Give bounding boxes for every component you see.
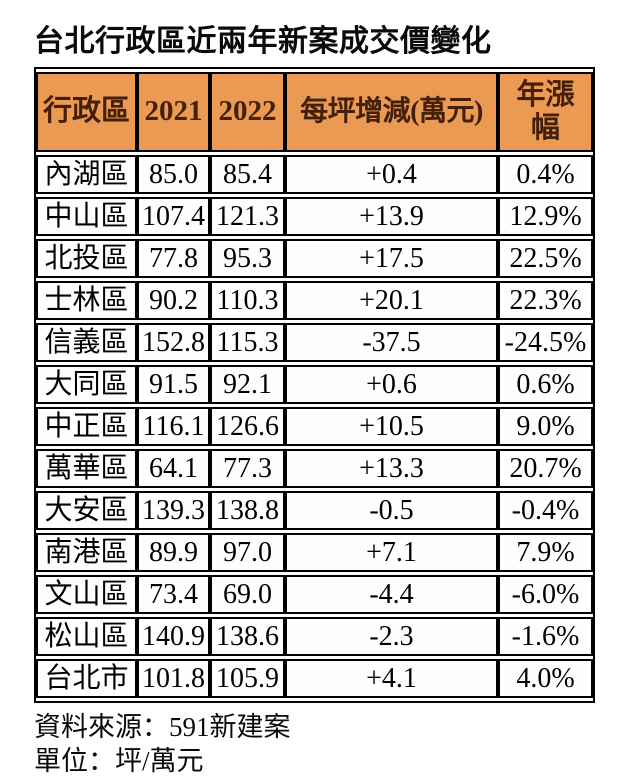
cell-price-2021: 139.3 xyxy=(137,491,210,530)
source-note: 資料來源：591新建案 xyxy=(34,712,291,742)
cell-yoy-change: -24.5% xyxy=(498,323,593,362)
cell-price-2022: 121.3 xyxy=(210,197,285,236)
cell-price-2022: 105.9 xyxy=(210,659,285,698)
cell-yoy-change: 0.6% xyxy=(498,365,593,404)
table-row: 中正區 116.1 126.6 +10.5 9.0% xyxy=(36,407,593,446)
cell-change-per-ping: +13.3 xyxy=(285,449,498,488)
cell-change-per-ping: +7.1 xyxy=(285,533,498,572)
table-row: 大安區 139.3 138.8 -0.5 -0.4% xyxy=(36,491,593,530)
cell-price-2021: 107.4 xyxy=(137,197,210,236)
cell-yoy-change: 4.0% xyxy=(498,659,593,698)
cell-price-2021: 89.9 xyxy=(137,533,210,572)
cell-district: 中正區 xyxy=(36,407,137,446)
cell-price-2021: 90.2 xyxy=(137,281,210,320)
table-row: 士林區 90.2 110.3 +20.1 22.3% xyxy=(36,281,593,320)
cell-change-per-ping: +4.1 xyxy=(285,659,498,698)
table-row: 內湖區 85.0 85.4 +0.4 0.4% xyxy=(36,155,593,194)
cell-district: 文山區 xyxy=(36,575,137,614)
cell-price-2022: 69.0 xyxy=(210,575,285,614)
cell-price-2021: 101.8 xyxy=(137,659,210,698)
cell-price-2022: 92.1 xyxy=(210,365,285,404)
cell-district: 中山區 xyxy=(36,197,137,236)
cell-district: 內湖區 xyxy=(36,155,137,194)
table-row: 北投區 77.8 95.3 +17.5 22.5% xyxy=(36,239,593,278)
cell-change-per-ping: +0.4 xyxy=(285,155,498,194)
cell-price-2021: 140.9 xyxy=(137,617,210,656)
unit-note: 單位：坪/萬元 xyxy=(34,746,204,776)
cell-price-2021: 152.8 xyxy=(137,323,210,362)
table-row: 文山區 73.4 69.0 -4.4 -6.0% xyxy=(36,575,593,614)
page-title: 台北行政區近兩年新案成交價變化 xyxy=(34,25,492,58)
column-header-change: 每坪增減(萬元) xyxy=(285,72,498,152)
cell-district: 大同區 xyxy=(36,365,137,404)
cell-price-2022: 110.3 xyxy=(210,281,285,320)
cell-change-per-ping: +17.5 xyxy=(285,239,498,278)
cell-yoy-change: 12.9% xyxy=(498,197,593,236)
cell-yoy-change: 7.9% xyxy=(498,533,593,572)
table-row: 南港區 89.9 97.0 +7.1 7.9% xyxy=(36,533,593,572)
price-table: 行政區 2021 2022 每坪增減(萬元) 年漲幅 內湖區 85.0 85.4 +0… xyxy=(34,67,595,703)
table-row: 大同區 91.5 92.1 +0.6 0.6% xyxy=(36,365,593,404)
cell-yoy-change: 9.0% xyxy=(498,407,593,446)
header-row: 行政區 2021 2022 每坪增減(萬元) 年漲幅 xyxy=(36,72,593,152)
table-row: 信義區 152.8 115.3 -37.5 -24.5% xyxy=(36,323,593,362)
cell-district: 松山區 xyxy=(36,617,137,656)
cell-change-per-ping: +20.1 xyxy=(285,281,498,320)
cell-price-2021: 64.1 xyxy=(137,449,210,488)
cell-price-2021: 77.8 xyxy=(137,239,210,278)
column-header-2022: 2022 xyxy=(210,72,285,152)
cell-change-per-ping: -2.3 xyxy=(285,617,498,656)
cell-yoy-change: -6.0% xyxy=(498,575,593,614)
cell-change-per-ping: -0.5 xyxy=(285,491,498,530)
cell-yoy-change: -1.6% xyxy=(498,617,593,656)
table-row: 台北市 101.8 105.9 +4.1 4.0% xyxy=(36,659,593,698)
cell-price-2022: 126.6 xyxy=(210,407,285,446)
column-header-district: 行政區 xyxy=(36,72,137,152)
cell-yoy-change: 22.5% xyxy=(498,239,593,278)
cell-price-2022: 97.0 xyxy=(210,533,285,572)
cell-change-per-ping: +0.6 xyxy=(285,365,498,404)
cell-yoy-change: 20.7% xyxy=(498,449,593,488)
table-row: 萬華區 64.1 77.3 +13.3 20.7% xyxy=(36,449,593,488)
cell-change-per-ping: +13.9 xyxy=(285,197,498,236)
column-header-2021: 2021 xyxy=(137,72,210,152)
cell-change-per-ping: -4.4 xyxy=(285,575,498,614)
cell-price-2022: 138.6 xyxy=(210,617,285,656)
cell-yoy-change: -0.4% xyxy=(498,491,593,530)
cell-change-per-ping: +10.5 xyxy=(285,407,498,446)
cell-yoy-change: 0.4% xyxy=(498,155,593,194)
cell-price-2021: 85.0 xyxy=(137,155,210,194)
cell-yoy-change: 22.3% xyxy=(498,281,593,320)
cell-price-2022: 115.3 xyxy=(210,323,285,362)
cell-district: 南港區 xyxy=(36,533,137,572)
footer: 資料來源：591新建案 單位：坪/萬元 xyxy=(34,710,628,778)
cell-district: 大安區 xyxy=(36,491,137,530)
cell-price-2021: 116.1 xyxy=(137,407,210,446)
cell-district: 北投區 xyxy=(36,239,137,278)
cell-district: 信義區 xyxy=(36,323,137,362)
cell-price-2021: 73.4 xyxy=(137,575,210,614)
column-header-yoy: 年漲幅 xyxy=(498,72,593,152)
cell-district: 台北市 xyxy=(36,659,137,698)
cell-change-per-ping: -37.5 xyxy=(285,323,498,362)
cell-district: 萬華區 xyxy=(36,449,137,488)
table-row: 松山區 140.9 138.6 -2.3 -1.6% xyxy=(36,617,593,656)
cell-price-2022: 77.3 xyxy=(210,449,285,488)
cell-district: 士林區 xyxy=(36,281,137,320)
cell-price-2022: 95.3 xyxy=(210,239,285,278)
table-header: 行政區 2021 2022 每坪增減(萬元) 年漲幅 xyxy=(36,72,593,152)
table-body: 內湖區 85.0 85.4 +0.4 0.4% 中山區 107.4 121.3 +13.9 12.… xyxy=(36,155,593,698)
cell-price-2021: 91.5 xyxy=(137,365,210,404)
table-row: 中山區 107.4 121.3 +13.9 12.9% xyxy=(36,197,593,236)
cell-price-2022: 138.8 xyxy=(210,491,285,530)
cell-price-2022: 85.4 xyxy=(210,155,285,194)
